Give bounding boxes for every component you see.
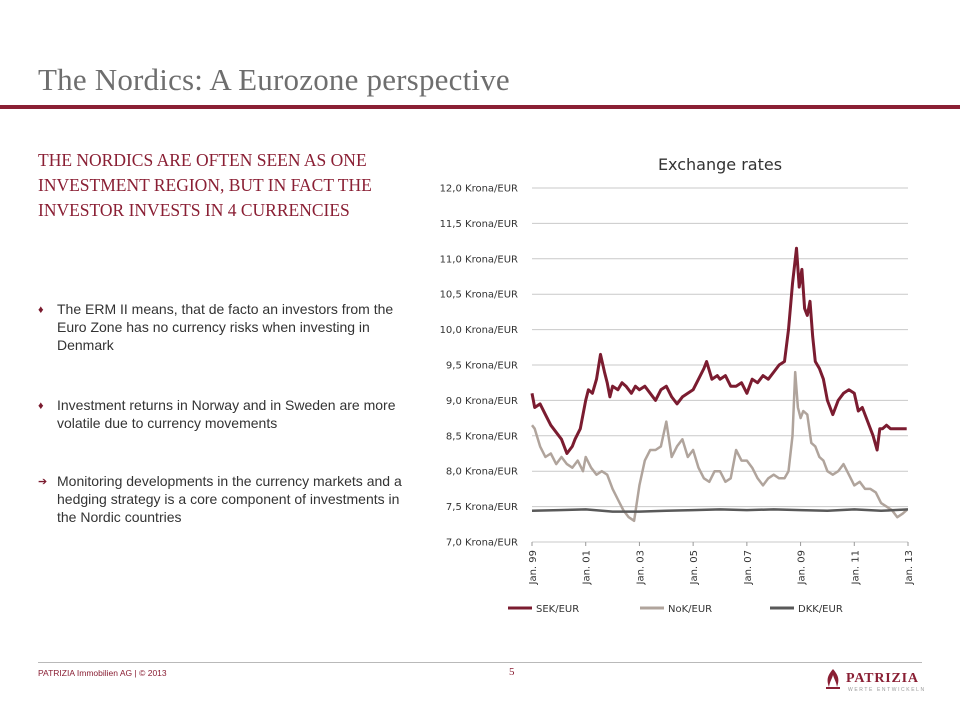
y-tick-label: 11,5 Krona/EUR	[440, 219, 518, 230]
bullet-text: Investment returns in Norway and in Swed…	[57, 397, 396, 431]
slide-headline: THE NORDICS ARE OFTEN SEEN AS ONE INVEST…	[38, 150, 372, 220]
y-tick-label: 10,0 Krona/EUR	[440, 325, 518, 336]
bullet-text: The ERM II means, that de facto an inves…	[57, 301, 394, 353]
y-tick-label: 8,5 Krona/EUR	[446, 431, 518, 442]
page-number: 5	[509, 666, 515, 678]
logo-wordmark: PATRIZIA	[846, 671, 919, 686]
x-tick-label: Jan. 07	[743, 550, 754, 586]
y-tick-label: 7,0 Krona/EUR	[446, 538, 518, 549]
y-tick-label: 7,5 Krona/EUR	[446, 502, 518, 513]
x-tick-label: Jan. 09	[797, 550, 808, 586]
patrizia-logo: PATRIZIA WERTE ENTWICKELN	[822, 667, 932, 693]
legend-label: NoK/EUR	[668, 604, 712, 615]
series-line-dkk-eur	[531, 508, 909, 513]
slide-title: The Nordics: A Eurozone perspective	[38, 62, 510, 97]
x-tick-label: Jan. 05	[689, 550, 700, 586]
x-tick-label: Jan. 03	[635, 550, 646, 586]
logo-tagline: WERTE ENTWICKELN	[848, 687, 926, 693]
x-tick-label: Jan. 11	[850, 550, 861, 586]
y-tick-label: 9,5 Krona/EUR	[446, 361, 518, 372]
diamond-bullet-icon: ♦	[38, 304, 44, 316]
y-tick-label: 10,5 Krona/EUR	[440, 290, 518, 301]
chart-title: Exchange rates	[658, 155, 782, 174]
x-tick-label: Jan. 99	[528, 550, 539, 586]
legend-label: SEK/EUR	[536, 604, 579, 615]
footer-copyright: PATRIZIA Immobilien AG | © 2013	[38, 668, 167, 678]
logo-flame-icon	[826, 669, 840, 689]
title-divider	[0, 105, 960, 109]
y-tick-label: 8,0 Krona/EUR	[446, 467, 518, 478]
legend-label: DKK/EUR	[798, 604, 843, 615]
x-tick-label: Jan. 01	[582, 550, 593, 586]
y-tick-label: 9,0 Krona/EUR	[446, 396, 518, 407]
exchange-rate-chart: Exchange rates 7,0 Krona/EUR 7,5 Krona/EUR…	[440, 155, 915, 615]
y-tick-label: 12,0 Krona/EUR	[440, 184, 518, 195]
arrow-bullet-icon: ➔	[38, 476, 48, 488]
y-tick-label: 11,0 Krona/EUR	[440, 254, 518, 265]
x-tick-label: Jan. 13	[904, 550, 915, 586]
footer-divider	[38, 662, 922, 663]
diamond-bullet-icon: ♦	[38, 400, 44, 412]
series-line-sek-eur	[530, 246, 907, 455]
bullet-text: Monitoring developments in the currency …	[57, 473, 402, 525]
series-line-nok-eur	[531, 370, 908, 523]
